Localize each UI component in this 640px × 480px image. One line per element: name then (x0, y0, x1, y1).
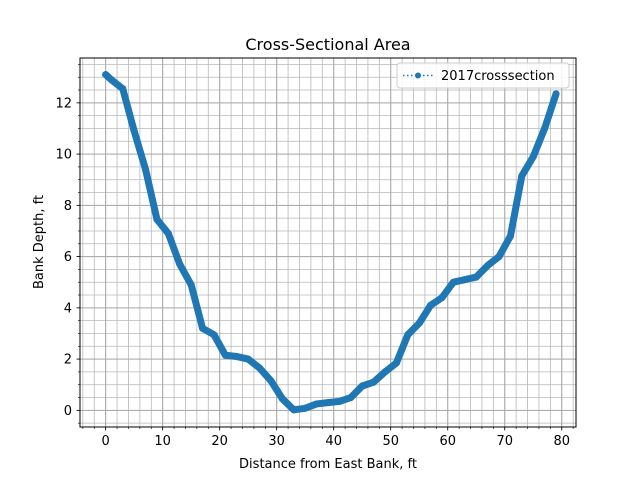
legend-entry-label: 2017crosssection (441, 69, 555, 84)
data-point (461, 276, 469, 284)
x-tick-label: 30 (268, 434, 285, 449)
chart-title: Cross-Sectional Area (245, 35, 410, 54)
x-axis-label: Distance from East Bank, ft (239, 457, 417, 472)
data-point (187, 281, 195, 289)
data-point (495, 253, 503, 261)
x-tick-label: 40 (325, 434, 342, 449)
y-axis-label: Bank Depth, ft (32, 195, 47, 289)
legend: 2017crosssection (396, 62, 570, 89)
data-point (427, 301, 435, 309)
data-point (472, 273, 480, 281)
axis-ticks (76, 64, 574, 431)
x-tick-label: 0 (102, 434, 110, 449)
data-point (153, 215, 161, 223)
data-point (130, 127, 138, 135)
data-point (404, 331, 412, 339)
data-point (176, 260, 184, 268)
data-point (199, 324, 207, 332)
series-layer (102, 71, 560, 414)
data-point (370, 378, 378, 386)
data-point (415, 319, 423, 327)
data-point (438, 294, 446, 302)
data-point (324, 399, 332, 407)
data-point (233, 353, 241, 361)
data-point (518, 172, 526, 180)
data-point (381, 368, 389, 376)
data-point (313, 400, 321, 408)
y-tick-label: 8 (64, 199, 72, 214)
data-point (358, 382, 366, 390)
data-point (529, 153, 537, 161)
y-tick-label: 4 (64, 301, 72, 316)
legend-marker-sample (415, 72, 421, 79)
data-point (119, 85, 127, 93)
x-tick-label: 50 (382, 434, 399, 449)
y-tick-label: 10 (55, 148, 72, 163)
data-point (256, 364, 264, 372)
data-point (347, 394, 355, 402)
y-tick-label: 12 (55, 96, 72, 111)
data-point (449, 278, 457, 286)
data-point (102, 71, 110, 79)
data-point (552, 90, 560, 98)
x-tick-label: 20 (211, 434, 228, 449)
data-point (541, 124, 549, 132)
x-tick-label: 60 (439, 434, 456, 449)
legend-box (396, 62, 570, 89)
data-point (484, 262, 492, 270)
data-point (210, 331, 218, 339)
data-point (301, 404, 309, 412)
data-point (164, 230, 172, 238)
data-point (392, 359, 400, 367)
y-tick-label: 6 (64, 250, 72, 265)
data-point (506, 232, 514, 240)
plot-frame (79, 57, 577, 428)
data-point (278, 395, 286, 403)
x-tick-label: 80 (553, 434, 570, 449)
data-point (267, 377, 275, 385)
data-point (290, 406, 298, 414)
x-tick-label: 70 (496, 434, 513, 449)
data-point (244, 355, 252, 363)
axis-tick-labels: 0 10 20 30 40 50 60 70 80 0 2 4 6 8 10 12 (55, 96, 570, 449)
x-tick-label: 10 (154, 434, 171, 449)
y-tick-label: 0 (64, 404, 72, 419)
y-tick-label: 2 (64, 353, 72, 368)
data-point (335, 397, 343, 405)
data-point (107, 76, 115, 84)
data-point (221, 351, 229, 359)
data-point (142, 165, 150, 173)
